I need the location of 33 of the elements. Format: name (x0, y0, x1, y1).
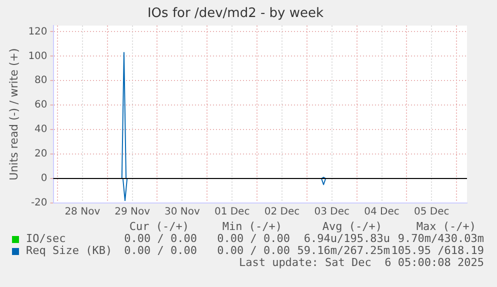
text: 0.00 / 0.00 (124, 244, 197, 257)
text: 0.00 / 0.00 (217, 244, 290, 257)
x-tick-label: 30 Nov (164, 206, 200, 218)
x-tick-label: 01 Dec (214, 206, 250, 218)
text: Min (-/+) (222, 220, 282, 233)
y-tick-label: 60 (34, 100, 48, 111)
text: Avg (-/+) (322, 220, 382, 233)
x-tick-label: 29 Nov (114, 206, 150, 218)
text: 59.16m/267.25m (297, 244, 390, 257)
y-tick-label: 20 (34, 148, 48, 160)
y-tick-label: 100 (28, 50, 48, 62)
text: 9.70m/430.03m (398, 232, 484, 245)
y-axis-title: Units read (-) / write (+) (7, 48, 20, 180)
legend-label: IO/sec (26, 232, 66, 245)
chart-title: IOs for /dev/md2 - by week (147, 6, 324, 22)
x-tick-label: 02 Dec (264, 206, 300, 218)
x-tick-label: 05 Dec (414, 206, 450, 218)
legend-label: Req Size (KB) (26, 244, 112, 257)
y-tick-label: 80 (34, 75, 48, 86)
text: Last update: Sat Dec 6 05:00:08 2025 (238, 256, 484, 269)
y-tick-label: 40 (34, 124, 48, 136)
text: 6.94u/195.83u (304, 232, 390, 245)
y-tick-label: 120 (28, 26, 48, 38)
x-tick-label: 03 Dec (314, 206, 350, 218)
x-tick-label: 28 Nov (64, 206, 100, 218)
y-tick-label: 0 (40, 173, 48, 184)
y-tick-label: -20 (30, 198, 48, 209)
text: Max (-/+) (416, 220, 476, 233)
text: 0.00 / 0.00 (217, 232, 290, 245)
text: 105.95 /618.19 (391, 244, 484, 257)
text: Cur (-/+) (129, 220, 189, 233)
text: 0.00 / 0.00 (124, 232, 197, 245)
x-tick-label: 04 Dec (364, 206, 400, 218)
